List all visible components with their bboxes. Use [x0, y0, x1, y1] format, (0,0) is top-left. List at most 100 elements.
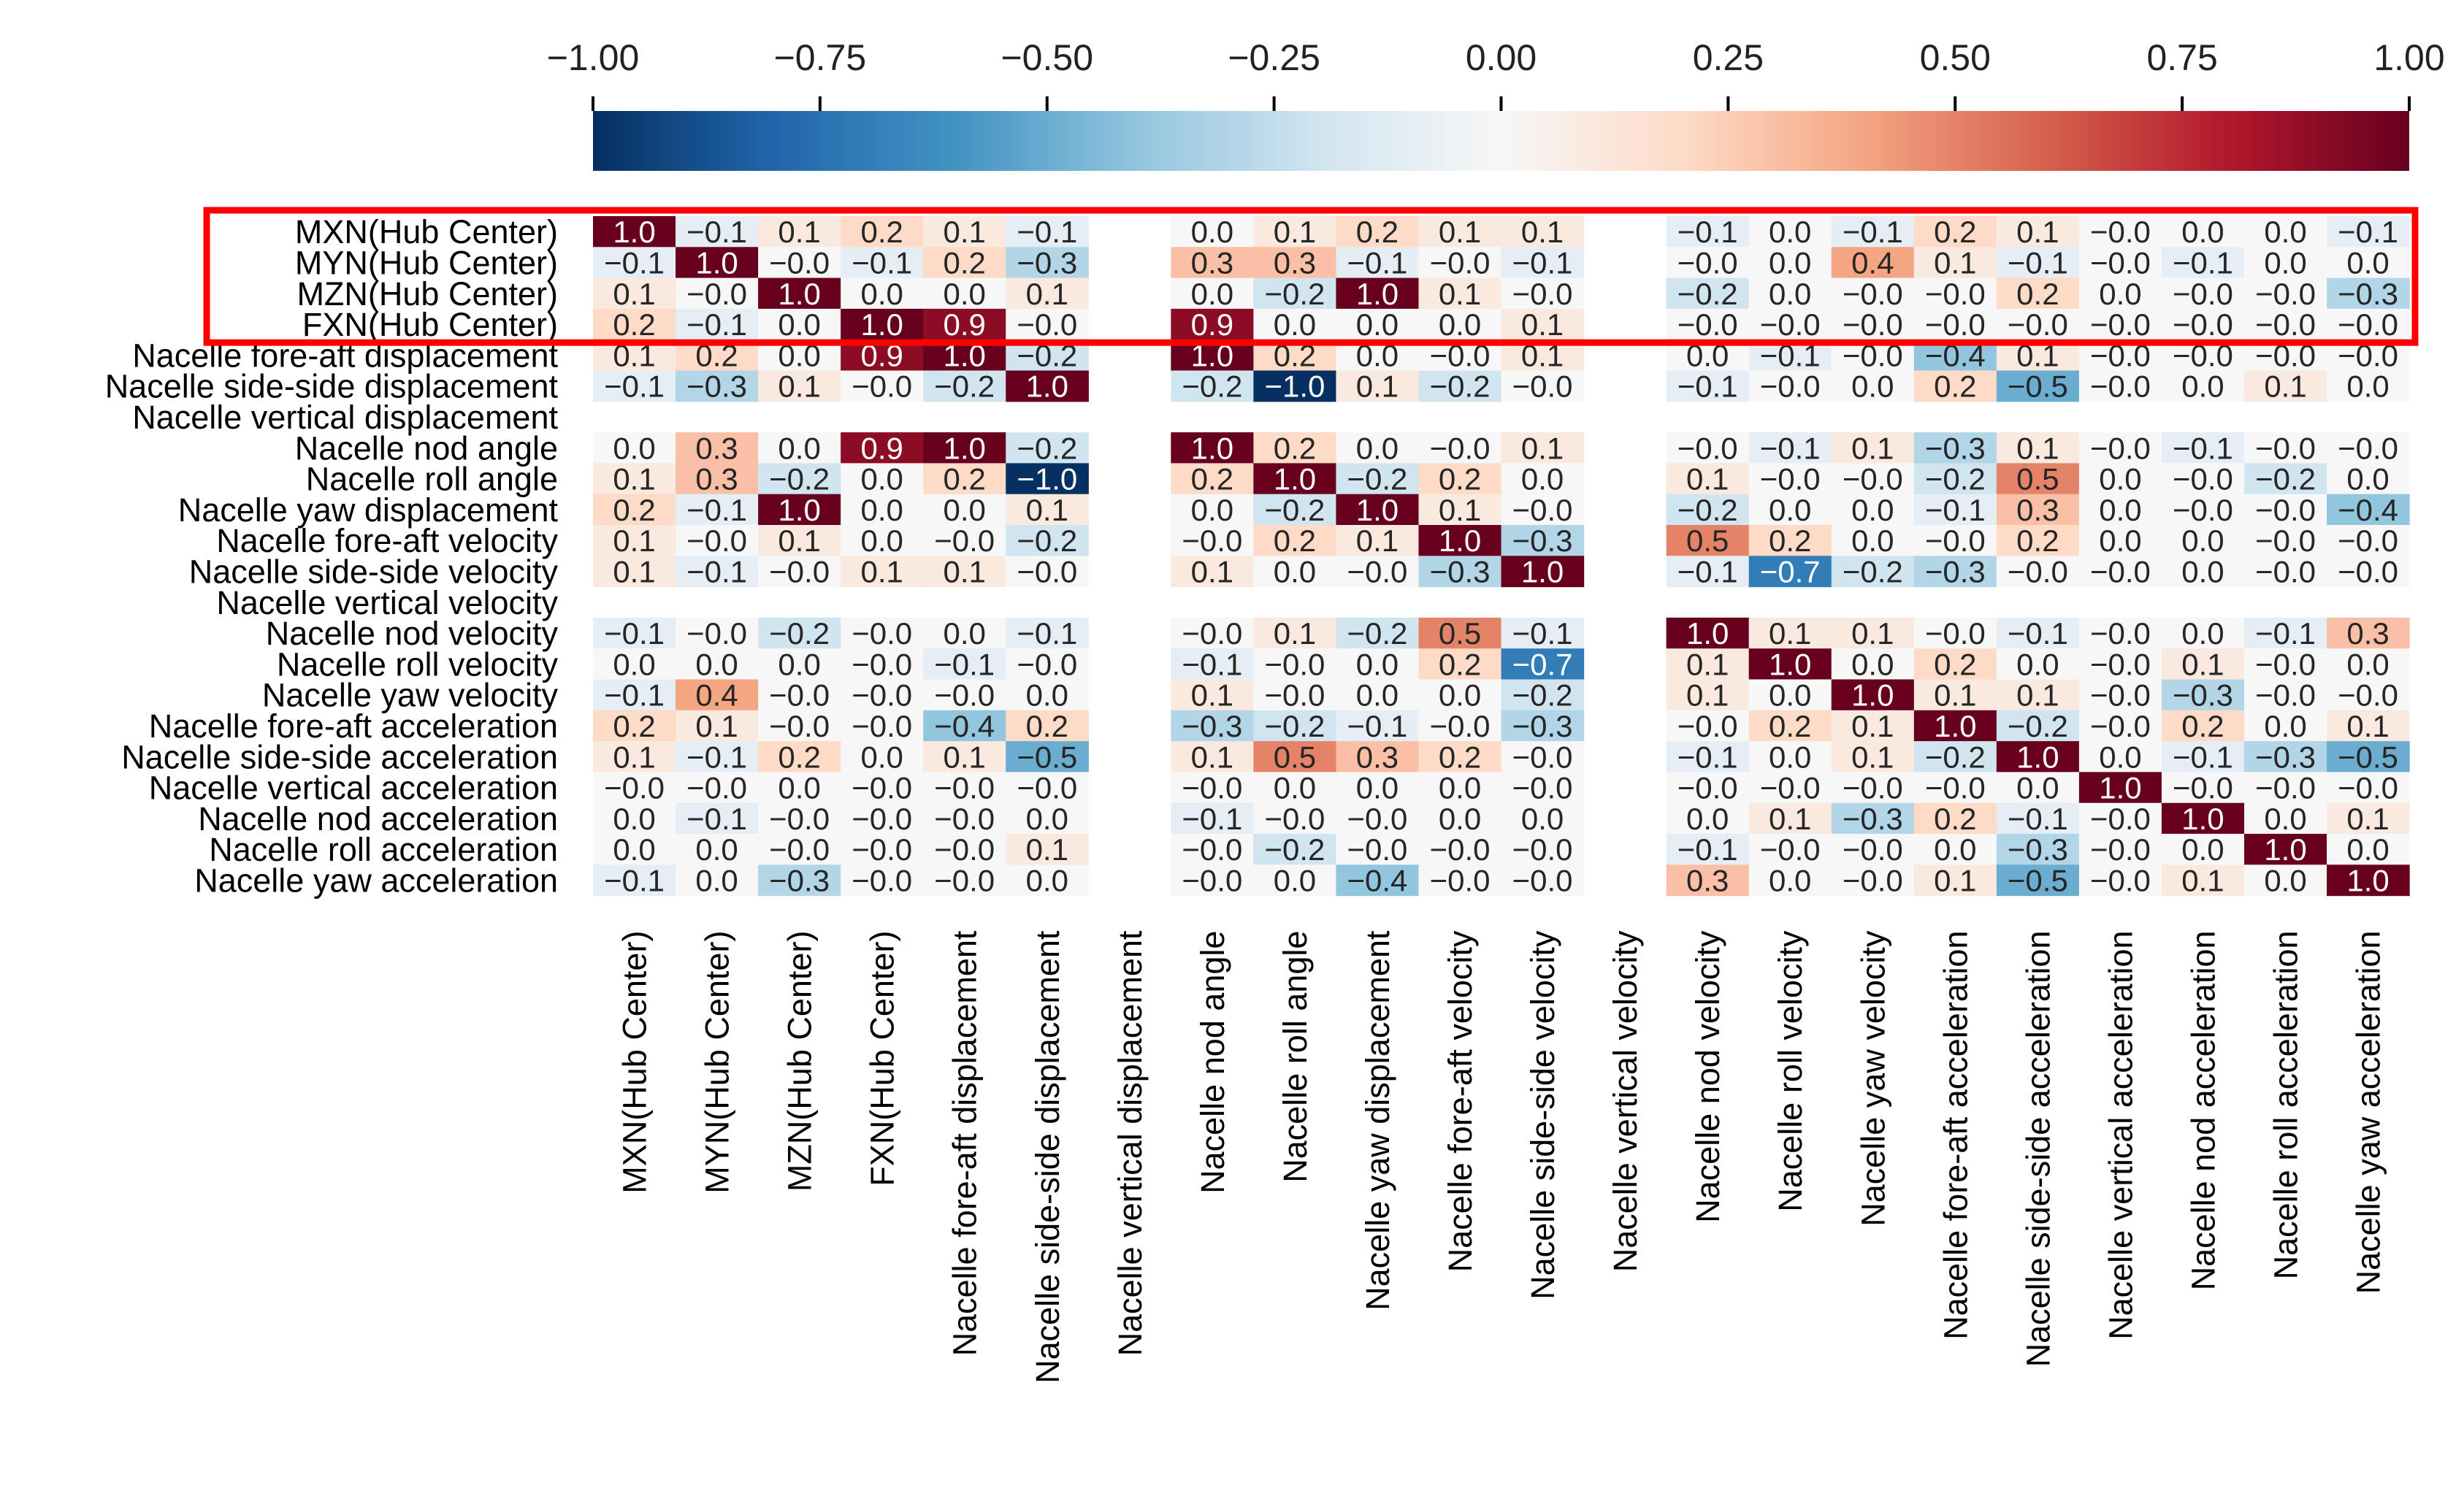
cell-value-label: −0.0 [604, 771, 665, 805]
row-label: Nacelle fore-aft acceleration [149, 707, 558, 745]
heatmap-cell [1253, 617, 1337, 649]
cell-value-label: −0.1 [604, 245, 665, 280]
heatmap-cell [676, 679, 759, 711]
heatmap-cell [2327, 556, 2410, 588]
heatmap-cell [593, 679, 676, 711]
cell-value-label: −0.2 [1264, 277, 1325, 311]
heatmap-cell [1171, 741, 1254, 772]
heatmap-cell [758, 247, 841, 279]
heatmap-cell [1336, 216, 1420, 248]
heatmap-cell [1666, 525, 1750, 556]
cell-value-label: 0.0 [1769, 245, 1811, 280]
heatmap-cell [2327, 308, 2410, 340]
heatmap-cell [676, 308, 759, 340]
cell-value-label: −0.0 [1925, 771, 1986, 805]
cell-value-label: −0.0 [1347, 832, 1408, 867]
heatmap-cell [2078, 463, 2162, 495]
heatmap-cell [2161, 864, 2245, 897]
heatmap-cell [1336, 556, 1420, 588]
cell-value-label: −0.1 [2008, 245, 2068, 280]
heatmap-cell [758, 463, 841, 495]
heatmap-cell [2078, 308, 2162, 340]
heatmap-cell [1418, 432, 1502, 464]
cell-value-label: 0.0 [1851, 493, 1894, 527]
heatmap-cell [758, 648, 841, 680]
cell-value-label: −0.0 [2255, 678, 2316, 713]
heatmap-cell [1501, 432, 1585, 464]
cell-value-label: 0.0 [944, 493, 986, 527]
heatmap-cell [2161, 802, 2245, 835]
cell-value-label: 0.1 [1439, 215, 1481, 249]
cell-value-label: −0.2 [769, 616, 830, 651]
cell-value-label: −0.0 [1843, 462, 1903, 496]
heatmap-cell [1996, 864, 2080, 897]
heatmap-cell [1666, 802, 1750, 835]
cell-value-label: 0.1 [1769, 802, 1811, 836]
heatmap-cell [676, 648, 759, 680]
heatmap-cell [758, 277, 841, 310]
cell-value-label: 0.2 [944, 462, 986, 496]
cell-value-label: −0.0 [1347, 554, 1408, 588]
heatmap-cell [1418, 834, 1502, 865]
column-label: Nacelle yaw displacement [1359, 930, 1396, 1311]
heatmap-cell [1006, 556, 1089, 588]
heatmap-cell [923, 432, 1006, 464]
row-label: Nacelle yaw velocity [262, 677, 559, 714]
cell-value-label: −0.0 [852, 771, 912, 805]
cell-value-label: 0.1 [613, 740, 655, 774]
heatmap-cell [1831, 741, 1915, 772]
cell-value-label: −0.3 [1017, 245, 1077, 280]
colorbar-tick-label: 0.00 [1466, 37, 1537, 78]
cell-value-label: 1.0 [1521, 554, 1564, 588]
row-label: Nacelle nod acceleration [198, 800, 558, 837]
heatmap-cell [2078, 216, 2162, 248]
heatmap-cell [758, 834, 841, 865]
heatmap-cell [1748, 679, 1832, 711]
colorbar-tick-label: 0.75 [2146, 37, 2217, 78]
cell-value-label: 1.0 [1769, 647, 1811, 681]
heatmap-cell [1748, 525, 1832, 556]
heatmap-cell [676, 525, 759, 556]
cell-value-label: 0.0 [1026, 863, 1068, 897]
cell-value-label: −0.0 [2338, 524, 2398, 558]
cell-value-label: 0.0 [1686, 802, 1729, 836]
cell-value-label: 0.3 [2346, 616, 2389, 651]
heatmap-cell [1171, 802, 1254, 835]
cell-value-label: −0.2 [1182, 369, 1242, 404]
heatmap-cell [1831, 834, 1915, 865]
cell-value-label: −0.2 [1430, 369, 1491, 404]
heatmap-cell [676, 494, 759, 526]
heatmap-cell [1006, 432, 1089, 464]
cell-value-label: 0.0 [613, 802, 655, 836]
heatmap-cell [1336, 308, 1420, 340]
heatmap-cell [1336, 277, 1420, 310]
heatmap-cell [841, 216, 924, 248]
cell-value-label: −0.1 [1347, 709, 1408, 743]
cell-value-label: −0.0 [2255, 554, 2316, 588]
cell-value-label: −0.0 [769, 832, 830, 867]
cell-value-label: −0.4 [934, 709, 995, 743]
cell-value-label: 0.9 [944, 307, 986, 342]
heatmap-cell [2161, 834, 2245, 865]
cell-value-label: 0.0 [1356, 678, 1399, 713]
cell-value-label: 0.4 [1851, 245, 1894, 280]
heatmap-cell [1748, 494, 1832, 526]
cell-value-label: 0.0 [1851, 369, 1894, 404]
cell-value-label: −0.0 [1512, 832, 1573, 867]
heatmap-cell [1171, 247, 1254, 279]
heatmap-cell [758, 617, 841, 649]
heatmap-cell [1913, 463, 1997, 495]
heatmap-cell [2327, 494, 2410, 526]
heatmap-cell [2327, 648, 2410, 680]
cell-value-label: −0.0 [1843, 277, 1903, 311]
heatmap-cell [1253, 463, 1337, 495]
heatmap-cell [923, 525, 1006, 556]
heatmap-cell [1913, 679, 1997, 711]
row-label: Nacelle nod angle [295, 429, 558, 467]
column-label: Nacelle nod velocity [1689, 930, 1726, 1223]
heatmap-cell [1253, 864, 1337, 897]
heatmap-cell [1336, 648, 1420, 680]
heatmap-cell [2161, 710, 2245, 742]
cell-value-label: 0.0 [1769, 740, 1811, 774]
cell-value-label: −0.1 [1182, 647, 1242, 681]
